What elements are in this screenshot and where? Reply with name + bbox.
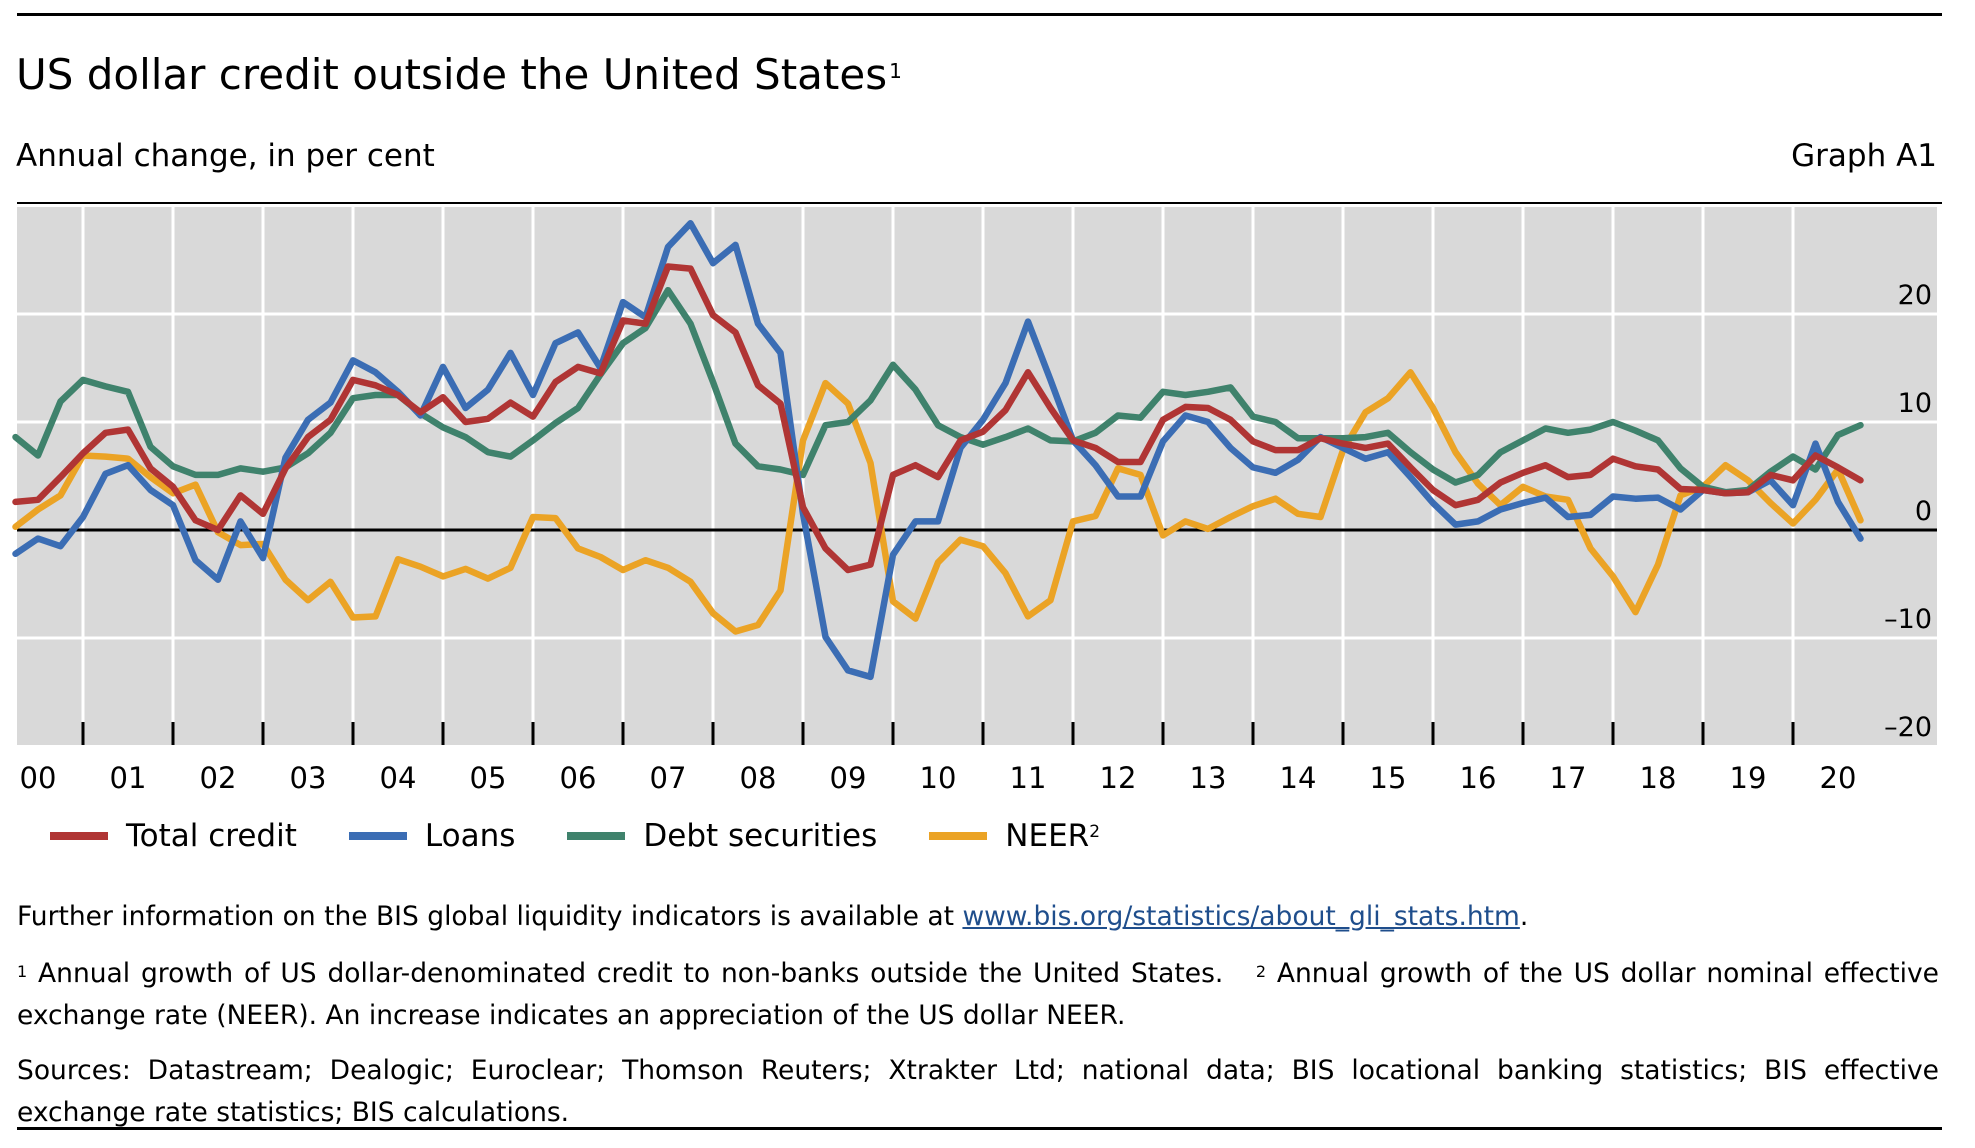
graph-id: Graph A1 [1791, 138, 1937, 174]
legend-swatch-debt-securities [567, 832, 626, 840]
x-tick-label: 08 [740, 761, 777, 795]
x-tick-label: 16 [1460, 761, 1497, 795]
y-tick-label: 20 [1898, 280, 1932, 311]
legend-swatch-loans [348, 832, 407, 840]
y-tick-label: 10 [1898, 388, 1932, 419]
x-tick-label: 05 [470, 761, 507, 795]
footnote-1-text: Annual growth of US dollar-denominated c… [27, 958, 1235, 989]
further-info-note: Further information on the BIS global li… [17, 896, 1939, 938]
series-layer [12, 220, 1864, 681]
x-tick-label: 14 [1280, 761, 1317, 795]
x-tick-label: 20 [1820, 761, 1857, 795]
x-tick-label: 01 [110, 761, 147, 795]
legend-label-total-credit: Total credit [126, 818, 297, 854]
legend-label-neer: NEER [1005, 818, 1090, 854]
y-tick-label: –20 [1884, 712, 1932, 743]
plot-background [17, 207, 1937, 745]
y-tick-label: –10 [1884, 604, 1932, 635]
x-tick-label: 04 [380, 761, 417, 795]
x-tick-label: 15 [1370, 761, 1407, 795]
legend-swatch-total-credit [50, 832, 108, 840]
x-tick-label: 10 [920, 761, 957, 795]
top-rule [17, 13, 1942, 16]
x-tick-label: 18 [1640, 761, 1677, 795]
chart-title: US dollar credit outside the United Stat… [16, 50, 902, 100]
bis-gli-link[interactable]: www.bis.org/statistics/about_gli_stats.h… [962, 901, 1520, 932]
x-tick-label: 11 [1010, 761, 1047, 795]
line-chart: –20 –10 0 10 20 00 01 02 03 04 05 06 07 08 09 10 11 12 13… [12, 207, 1937, 795]
series-line-debt-securities [12, 286, 1864, 496]
x-tick-label: 03 [290, 761, 327, 795]
legend-item-debt-securities: Debt securities [567, 818, 877, 854]
bottom-rule [17, 1127, 1942, 1130]
y-axis-labels: –20 –10 0 10 20 [1884, 280, 1932, 743]
chart-legend: Total credit Loans Debt securities NEER 2 [50, 818, 1152, 854]
legend-item-total-credit: Total credit [50, 818, 297, 854]
legend-label-loans: Loans [424, 818, 516, 854]
sources-note: Sources: Datastream; Dealogic; Euroclear… [17, 1055, 1939, 1128]
chart-title-text: US dollar credit outside the United Stat… [16, 50, 888, 99]
further-info-text: Further information on the BIS global li… [17, 901, 963, 932]
header-rule [17, 202, 1942, 204]
x-tick-label: 17 [1550, 761, 1587, 795]
x-axis-labels: 00 01 02 03 04 05 06 07 08 09 10 11 12 13 14 15 16 17 18 19… [20, 761, 1857, 795]
chart-subtitle: Annual change, in per cent [16, 138, 435, 174]
x-tick-label: 12 [1100, 761, 1137, 795]
series-line-total-credit [12, 263, 1864, 574]
series-line-neer [12, 369, 1864, 635]
vertical-gridlines [81, 207, 1795, 745]
x-axis-ticks [81, 722, 1795, 745]
footnotes: 1 Annual growth of US dollar-denominated… [17, 953, 1939, 1037]
legend-item-loans: Loans [348, 818, 516, 854]
x-tick-label: 07 [650, 761, 687, 795]
legend-footnote-ref-neer: 2 [1089, 822, 1101, 842]
further-info-period: . [1519, 901, 1529, 932]
legend-swatch-neer [929, 832, 988, 840]
footnote-2-text: Annual growth of the US dollar nominal e… [17, 958, 1939, 1031]
legend-item-neer: NEER 2 [929, 818, 1100, 854]
x-tick-label: 06 [560, 761, 597, 795]
y-tick-label: 0 [1915, 496, 1932, 527]
title-footnote-ref: 1 [889, 59, 902, 83]
legend-label-debt-securities: Debt securities [643, 818, 878, 854]
x-tick-label: 00 [20, 761, 57, 795]
x-tick-label: 02 [200, 761, 237, 795]
footnote-2-marker: 2 [1255, 962, 1267, 981]
x-tick-label: 09 [830, 761, 867, 795]
series-line-loans [12, 220, 1864, 681]
x-tick-label: 13 [1190, 761, 1227, 795]
x-tick-label: 19 [1730, 761, 1767, 795]
footnote-1-marker: 1 [17, 962, 28, 981]
